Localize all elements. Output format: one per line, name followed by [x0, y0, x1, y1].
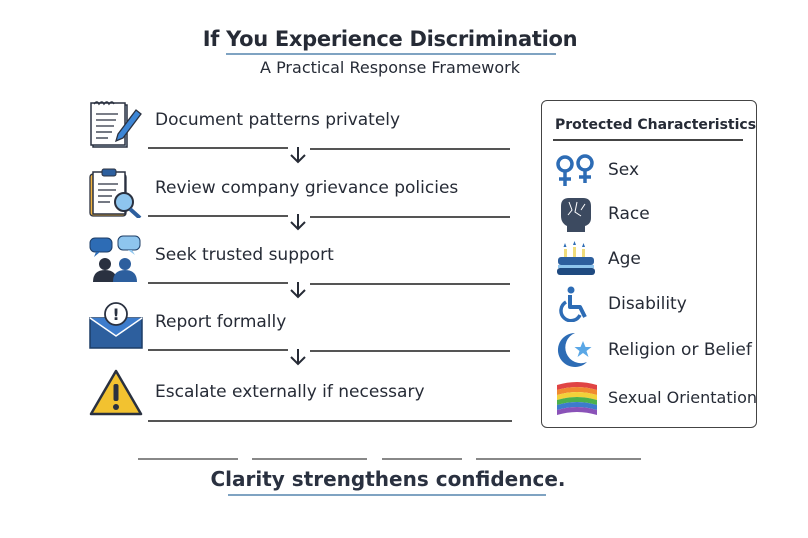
svg-text:!: ! — [112, 305, 119, 324]
divider — [310, 350, 510, 352]
step-document: Document patterns privately — [155, 110, 401, 130]
characteristic-disability: Disability — [608, 294, 687, 314]
characteristic-race: Race — [608, 204, 650, 224]
divider — [252, 458, 367, 460]
divider — [310, 216, 510, 218]
raised-fist-icon — [561, 198, 591, 232]
arrow-down-icon — [290, 282, 306, 299]
divider — [148, 282, 288, 284]
divider — [148, 349, 288, 351]
divider — [138, 458, 238, 460]
slogan-underline — [228, 494, 546, 496]
page-title: If You Experience Discrimination — [202, 27, 578, 51]
divider — [148, 147, 288, 149]
crescent-star-icon — [557, 332, 592, 367]
envelope-alert-icon: ! — [89, 302, 143, 349]
step-report-formally: Report formally — [155, 312, 287, 332]
arrow-down-icon — [290, 349, 306, 366]
step-review-policies: Review company grievance policies — [155, 178, 459, 198]
protected-characteristics-panel — [541, 100, 757, 428]
divider — [476, 458, 641, 460]
title-underline — [226, 53, 556, 55]
divider — [310, 148, 510, 150]
people-speech-bubbles-icon — [89, 235, 141, 282]
warning-triangle-icon — [89, 369, 143, 416]
characteristic-religion: Religion or Belief — [608, 340, 752, 360]
panel-title: Protected Characteristics — [555, 117, 757, 133]
notepad-pencil-icon — [90, 101, 142, 148]
divider — [310, 283, 510, 285]
footer-slogan: Clarity strengthens confidence. — [210, 467, 566, 491]
arrow-down-icon — [290, 214, 306, 231]
rainbow-flag-icon — [557, 382, 597, 415]
female-symbols-icon — [556, 154, 594, 186]
page-subtitle: A Practical Response Framework — [260, 58, 520, 77]
divider — [148, 215, 288, 217]
characteristic-sexual-orientation: Sexual Orientation — [608, 388, 757, 407]
wheelchair-icon — [559, 286, 587, 322]
divider — [148, 420, 512, 422]
divider — [382, 458, 462, 460]
step-escalate: Escalate externally if necessary — [155, 382, 425, 402]
panel-title-underline — [553, 139, 743, 141]
step-seek-support: Seek trusted support — [155, 245, 334, 265]
characteristic-sex: Sex — [608, 160, 640, 180]
birthday-cake-icon — [557, 241, 595, 275]
characteristic-age: Age — [608, 249, 641, 269]
arrow-down-icon — [290, 147, 306, 164]
clipboard-magnifier-icon — [89, 168, 142, 218]
